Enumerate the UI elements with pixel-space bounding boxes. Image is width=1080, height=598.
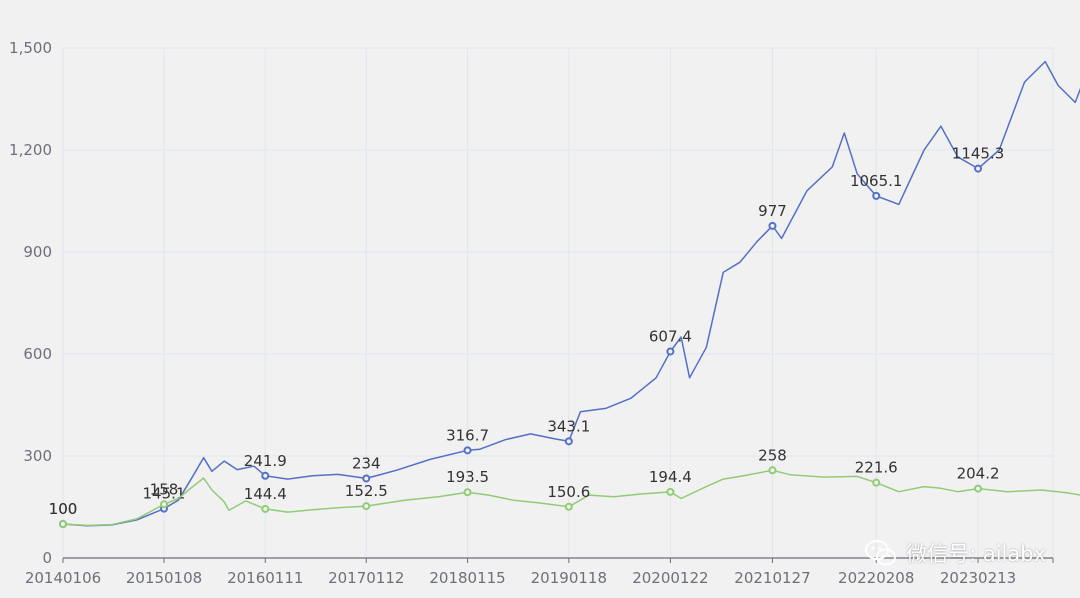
series_a-data-label: 241.9 — [244, 452, 287, 470]
series_b-point — [59, 520, 67, 528]
series_b-data-label: 193.5 — [446, 468, 489, 486]
series_b-data-label: 100 — [49, 500, 78, 518]
series_b-data-label: 258 — [758, 446, 787, 464]
series_a-point — [463, 446, 472, 455]
series_b-data-label: 152.5 — [345, 482, 388, 500]
series_a-point — [362, 474, 371, 483]
series_b-point — [564, 502, 573, 511]
series_a-data-label: 100 — [49, 500, 78, 518]
series_b-point — [666, 487, 675, 496]
series_a-data-label: 607.4 — [649, 327, 692, 345]
x-tick-label: 20210127 — [734, 569, 810, 587]
series_b-point — [160, 500, 168, 509]
series_b-point — [872, 478, 881, 487]
x-tick-label: 20170112 — [328, 569, 404, 587]
series_b-point — [768, 466, 777, 475]
x-tick-label: 20200122 — [632, 569, 708, 587]
series_b-point — [362, 502, 371, 511]
series_b-data-label: 221.6 — [855, 459, 898, 477]
series_a-data-label: 1065.1 — [850, 172, 903, 190]
watermark-text: 微信号: ailabx — [906, 542, 1046, 566]
x-tick-label: 20140106 — [25, 569, 101, 587]
series_a-data-label: 343.1 — [547, 417, 590, 435]
series_a-data-label: 145.1 — [143, 485, 186, 503]
series_a-point — [261, 471, 270, 480]
x-tick-label: 20180115 — [429, 569, 505, 587]
series_a-data-label: 1145.3 — [952, 145, 1005, 163]
series_b-point — [463, 488, 472, 497]
series_b-point — [261, 504, 270, 513]
x-tick-label: 20220208 — [838, 569, 914, 587]
y-tick-label: 0 — [42, 549, 52, 567]
series_a-point — [768, 221, 777, 230]
x-tick-label: 20150108 — [126, 569, 202, 587]
y-tick-label: 1,500 — [9, 39, 52, 57]
series_a-point — [974, 164, 983, 173]
wechat-icon — [865, 540, 897, 566]
x-tick-label: 20190118 — [531, 569, 607, 587]
y-tick-label: 900 — [23, 243, 52, 261]
series_a-line — [62, 60, 1080, 527]
series_b-data-label: 150.6 — [547, 483, 590, 501]
x-tick-label: 20160111 — [227, 569, 303, 587]
series_b-point — [974, 484, 983, 493]
series_a-point — [666, 347, 675, 356]
series_a-data-label: 234 — [352, 454, 381, 472]
series_b-data-label: 144.4 — [244, 485, 287, 503]
series_b-data-label: 194.4 — [649, 468, 692, 486]
series_b-data-label: 204.2 — [957, 465, 1000, 483]
series_b-data-label: 158 — [150, 480, 179, 498]
series_a-point — [872, 191, 881, 200]
series_b-line — [62, 469, 1080, 527]
y-tick-label: 1,200 — [9, 141, 52, 159]
y-tick-label: 300 — [23, 447, 52, 465]
x-tick-label: 20230213 — [940, 569, 1016, 587]
y-tick-label: 600 — [23, 345, 52, 363]
series_a-point — [564, 437, 573, 446]
watermark: 微信号: ailabx — [864, 538, 1046, 568]
series_a-data-label: 316.7 — [446, 426, 489, 444]
series_a-data-label: 977 — [758, 202, 787, 220]
